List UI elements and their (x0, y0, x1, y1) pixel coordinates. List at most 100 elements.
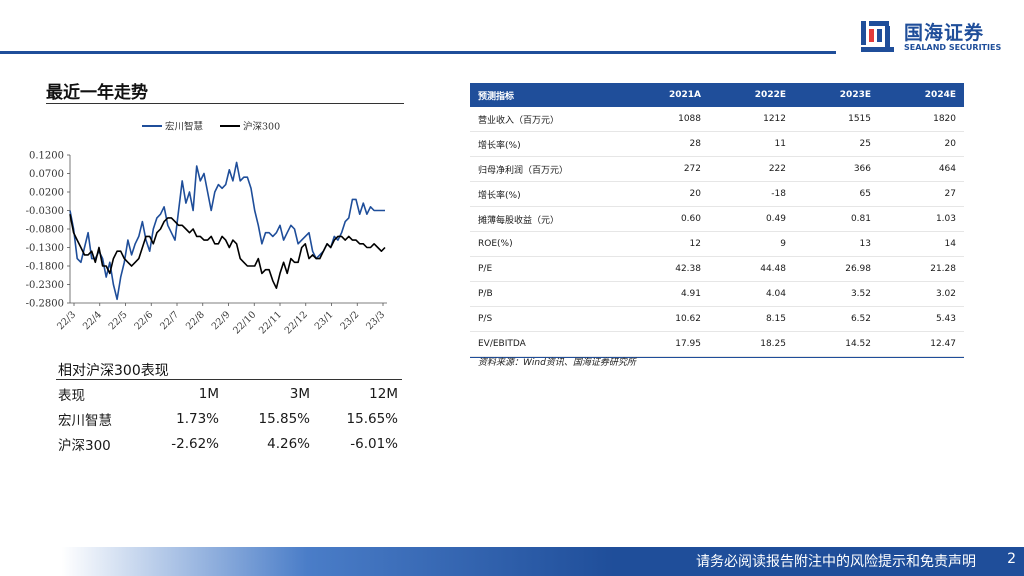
forecast-value-cell: 3.02 (935, 289, 956, 299)
forecast-value-cell: 28 (689, 139, 701, 149)
forecast-row: 增长率(%) 28 11 25 20 (470, 132, 964, 157)
perf-cell: 宏川智慧 (58, 412, 112, 429)
forecast-value-cell: 20 (689, 189, 701, 199)
forecast-metric-label: 归母净利润（百万元） (478, 165, 569, 176)
forecast-metric-label: 摊薄每股收益（元） (478, 215, 560, 226)
forecast-row: 营业收入（百万元） 1088 1212 1515 1820 (470, 107, 964, 132)
x-tick-label: 22/8 (184, 309, 207, 332)
company-name-cn: 国海证券 (904, 22, 985, 44)
forecast-metric-label: EV/EBITDA (478, 339, 526, 349)
forecast-value-cell: 0.60 (680, 214, 701, 224)
forecast-header-row: 预测指标 2021A 2022E 2023E 2024E (470, 83, 964, 107)
y-tick-label: 0.1200 (29, 151, 64, 162)
forecast-value-cell: 27 (944, 189, 956, 199)
x-tick-label: 22/7 (158, 309, 181, 332)
forecast-metric-label: 增长率(%) (478, 190, 521, 201)
forecast-row: ROE(%) 12 9 13 14 (470, 232, 964, 257)
x-tick-label: 22/3 (55, 309, 78, 332)
forecast-value-cell: 8.15 (765, 314, 786, 324)
forecast-value-cell: 9 (780, 239, 786, 249)
forecast-row: 增长率(%) 20 -18 65 27 (470, 182, 964, 207)
y-tick-label: -0.1300 (26, 243, 64, 254)
y-tick-label: -0.0800 (26, 225, 64, 236)
page-number: 2 (1007, 551, 1016, 567)
relative-performance-title: 相对沪深300表现 (58, 363, 169, 379)
header-rule (0, 51, 836, 54)
forecast-value-cell: 10.62 (675, 314, 701, 324)
forecast-value-cell: 18.25 (760, 339, 786, 349)
x-tick-label: 22/12 (283, 309, 310, 336)
series-line-csi300 (69, 214, 386, 289)
forecast-value-cell: 0.49 (765, 214, 786, 224)
forecast-bottom-rule (470, 357, 964, 358)
company-logo: 国海证券 SEALAND SECURITIES (860, 18, 1010, 58)
trend-section-title: 最近一年走势 (46, 83, 148, 103)
forecast-header-cell: 2024E (924, 90, 956, 100)
x-tick-label: 22/5 (107, 309, 130, 332)
risk-disclaimer: 请务必阅读报告附注中的风险提示和免责声明 (696, 554, 976, 570)
x-tick-label: 22/10 (231, 309, 258, 336)
forecast-metric-label: ROE(%) (478, 239, 513, 249)
forecast-value-cell: 1088 (678, 114, 701, 124)
forecast-value-cell: 1.03 (935, 214, 956, 224)
y-tick-label: -0.0300 (26, 206, 64, 217)
perf-cell: 1.73% (176, 410, 219, 427)
forecast-value-cell: 1212 (763, 114, 786, 124)
y-tick-label: 0.0200 (29, 188, 64, 199)
forecast-table: 预测指标 2021A 2022E 2023E 2024E 营业收入（百万元） 10… (470, 83, 964, 358)
forecast-value-cell: 366 (853, 164, 871, 174)
forecast-value-cell: 11 (774, 139, 786, 149)
forecast-metric-label: P/S (478, 314, 493, 324)
forecast-value-cell: 464 (938, 164, 956, 174)
forecast-value-cell: 6.52 (850, 314, 871, 324)
perf-cell: 15.65% (346, 410, 398, 427)
forecast-value-cell: 12 (689, 239, 701, 249)
x-tick-label: 23/3 (364, 309, 387, 332)
source-note: 资料来源：Wind资讯、国海证券研究所 (478, 358, 636, 368)
perf-header-row: 表现 1M 3M 12M (56, 381, 402, 406)
forecast-header-cell: 2021A (668, 90, 701, 100)
forecast-value-cell: -18 (771, 189, 786, 199)
perf-row: 沪深300 -2.62% 4.26% -6.01% (56, 431, 402, 456)
y-tick-label: -0.2300 (26, 280, 64, 291)
forecast-value-cell: 12.47 (930, 339, 956, 349)
perf-cell: 15.85% (258, 410, 310, 427)
forecast-value-cell: 5.43 (935, 314, 956, 324)
forecast-value-cell: 4.91 (680, 289, 701, 299)
forecast-value-cell: 65 (859, 189, 871, 199)
forecast-value-cell: 25 (859, 139, 871, 149)
forecast-value-cell: 42.38 (675, 264, 701, 274)
x-tick-label: 22/11 (257, 309, 284, 336)
chart-legend: 宏川智慧 沪深300 (142, 121, 280, 133)
perf-header-cell: 3M (289, 385, 310, 402)
forecast-metric-label: P/E (478, 264, 493, 274)
y-tick-label: -0.2800 (26, 299, 64, 310)
legend-label: 沪深300 (243, 121, 280, 133)
x-tick-label: 22/9 (210, 309, 233, 332)
x-tick-label: 22/4 (81, 309, 104, 332)
perf-cell: -2.62% (171, 435, 219, 452)
perf-header-cell: 12M (369, 385, 398, 402)
forecast-header-cell: 预测指标 (478, 91, 515, 102)
forecast-value-cell: 14 (944, 239, 956, 249)
forecast-value-cell: 14.52 (845, 339, 871, 349)
forecast-value-cell: 4.04 (765, 289, 786, 299)
forecast-row: P/S 10.62 8.15 6.52 5.43 (470, 307, 964, 332)
x-tick-label: 22/6 (133, 309, 156, 332)
perf-row: 宏川智慧 1.73% 15.85% 15.65% (56, 406, 402, 431)
forecast-value-cell: 20 (944, 139, 956, 149)
forecast-value-cell: 13 (859, 239, 871, 249)
forecast-row: 归母净利润（百万元） 272 222 366 464 (470, 157, 964, 182)
x-tick-label: 23/1 (313, 309, 336, 332)
company-name-en: SEALAND SECURITIES (904, 43, 1002, 52)
perf-header-cell: 1M (198, 385, 219, 402)
forecast-value-cell: 1820 (933, 114, 956, 124)
sealand-logo-icon (861, 21, 894, 52)
forecast-value-cell: 272 (683, 164, 701, 174)
relative-performance-rule (56, 379, 402, 380)
footer-bar (0, 547, 1024, 576)
y-tick-label: 0.0700 (29, 169, 64, 180)
forecast-value-cell: 3.52 (850, 289, 871, 299)
legend-label: 宏川智慧 (165, 121, 204, 133)
forecast-row: EV/EBITDA 17.95 18.25 14.52 12.47 (470, 332, 964, 357)
